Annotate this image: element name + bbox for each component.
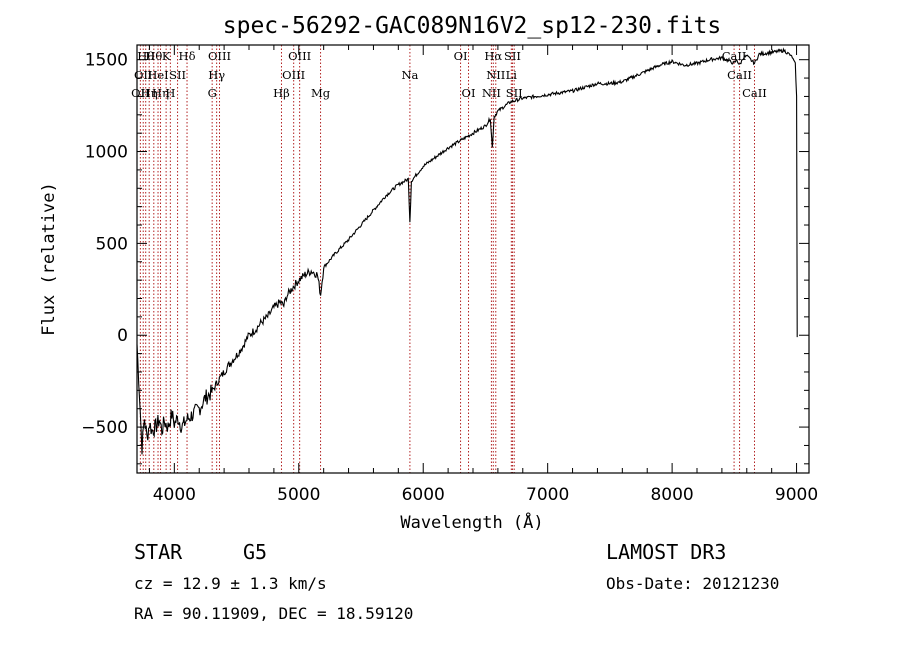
x-tick-label: 7000 <box>526 485 569 505</box>
spectral-line-label-8: H <box>165 86 175 100</box>
spectral-line-label-21: NII <box>482 86 501 100</box>
spectral-line-label-9: SII <box>169 68 186 82</box>
spectral-line-label-6: Hη <box>152 86 169 100</box>
spectral-line-label-20: OI <box>462 86 476 100</box>
spectral-line-label-14: Hβ <box>273 86 290 100</box>
spectral-line-label-7: K <box>162 49 171 63</box>
y-tick-label: −500 <box>81 418 128 438</box>
y-tick-label: 1000 <box>85 143 128 163</box>
spectral-line-label-22: Hα <box>484 49 502 63</box>
coordinates: RA = 90.11909, DEC = 18.59120 <box>134 604 413 623</box>
x-tick-label: 6000 <box>402 485 445 505</box>
subclass: G5 <box>243 540 267 564</box>
spectral-line-label-13: OIII <box>208 49 231 63</box>
y-tick-label: 500 <box>96 234 128 254</box>
spectral-line-labels: OIIOIIHθHηHθHeIHηKHSIIHδGHγOIIIHβOIIIOII… <box>131 49 767 100</box>
chart-title: spec-56292-GAC089N16V2_sp12-230.fits <box>223 13 722 39</box>
object-class: STAR <box>134 540 183 564</box>
x-tick-label: 4000 <box>153 485 196 505</box>
x-tick-label: 5000 <box>277 485 320 505</box>
spectral-line-label-24: Li <box>506 68 518 82</box>
y-axis-ticks: −500 0 500 1000 1500 <box>81 51 809 465</box>
x-tick-label: 8000 <box>650 485 693 505</box>
spectral-line-markers <box>139 45 755 473</box>
spectral-line-label-0: OII <box>131 86 150 100</box>
spectral-line-label-28: CaII <box>727 68 752 82</box>
plot-frame <box>136 44 810 474</box>
observation-date: Obs-Date: 20121230 <box>606 574 779 593</box>
y-axis-label: Flux (relative) <box>39 182 59 336</box>
survey-name: LAMOST DR3 <box>606 540 726 564</box>
spectral-line-label-17: Mg <box>311 86 331 100</box>
spectral-line-label-26: SII <box>506 86 523 100</box>
spectral-line-label-4: Hθ <box>145 49 162 63</box>
spectral-line-label-23: NII <box>486 68 505 82</box>
spectral-line-label-3: Hη <box>141 86 158 100</box>
spectral-line-label-10: Hδ <box>179 49 196 63</box>
redshift-cz: cz = 12.9 ± 1.3 km/s <box>134 574 327 593</box>
y-tick-label: 0 <box>117 326 128 346</box>
y-tick-label: 1500 <box>85 51 128 71</box>
x-axis-label: Wavelength (Å) <box>400 511 543 533</box>
flux-series-line <box>136 47 798 455</box>
spectral-line-label-11: G <box>208 86 217 100</box>
spectral-line-label-25: SII <box>504 49 521 63</box>
spectral-line-label-16: OIII <box>288 49 311 63</box>
x-tick-label: 9000 <box>775 485 818 505</box>
x-axis-ticks: 4000 5000 6000 7000 8000 9000 <box>148 45 818 505</box>
spectral-line-label-5: HeI <box>147 68 168 82</box>
spectral-line-label-29: CaII <box>742 86 767 100</box>
spectral-line-label-18: Na <box>401 68 418 82</box>
spectral-line-label-19: OI <box>454 49 468 63</box>
spectral-line-label-15: OIII <box>282 68 305 82</box>
spectral-line-label-12: Hγ <box>208 68 225 82</box>
